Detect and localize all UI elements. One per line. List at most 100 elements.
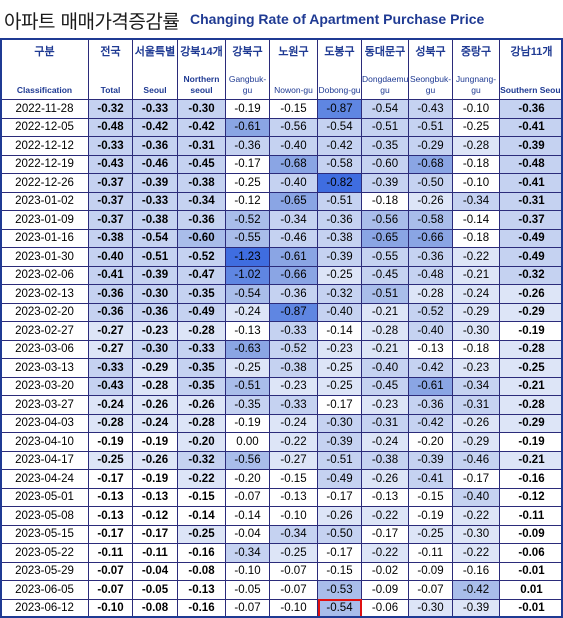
- value-cell: -0.49: [318, 470, 362, 489]
- value-cell: -0.28: [362, 322, 409, 341]
- table-row: 2022-12-05-0.48-0.42-0.42-0.61-0.56-0.54…: [1, 118, 563, 137]
- value-cell: -0.46: [270, 229, 318, 248]
- value-cell: -0.13: [178, 581, 226, 600]
- value-cell: -0.18: [453, 155, 500, 174]
- value-cell: -0.23: [362, 396, 409, 415]
- table-row: 2023-02-27-0.27-0.23-0.28-0.13-0.33-0.14…: [1, 322, 563, 341]
- value-cell: -0.39: [409, 451, 453, 470]
- value-cell: -0.31: [500, 192, 563, 211]
- value-cell: -0.30: [133, 340, 178, 359]
- value-cell: -0.46: [453, 451, 500, 470]
- value-cell: -0.17: [89, 470, 133, 489]
- date-cell: 2023-05-01: [1, 488, 89, 507]
- value-cell: -0.38: [133, 211, 178, 230]
- date-cell: 2023-01-16: [1, 229, 89, 248]
- value-cell: -0.39: [133, 266, 178, 285]
- header-en-label: Total: [89, 85, 132, 99]
- value-cell: -0.26: [362, 470, 409, 489]
- header-en-0: Classification: [1, 63, 89, 100]
- value-cell: -0.40: [318, 303, 362, 322]
- value-cell: -0.33: [89, 137, 133, 156]
- value-cell: -0.46: [133, 155, 178, 174]
- value-cell: -0.07: [270, 562, 318, 581]
- value-cell: -0.40: [270, 137, 318, 156]
- value-cell: -0.30: [133, 285, 178, 304]
- value-cell: -0.19: [89, 433, 133, 452]
- value-cell: -0.08: [178, 562, 226, 581]
- value-cell: -0.36: [178, 211, 226, 230]
- header-ko-2: 서울특별: [133, 39, 178, 64]
- value-cell: -0.02: [362, 562, 409, 581]
- value-cell: -0.28: [500, 340, 563, 359]
- value-cell: -0.54: [133, 229, 178, 248]
- value-cell: -0.28: [89, 414, 133, 433]
- date-cell: 2023-03-13: [1, 359, 89, 378]
- value-cell: -0.41: [500, 118, 563, 137]
- table-row: 2022-12-12-0.33-0.36-0.31-0.36-0.40-0.42…: [1, 137, 563, 156]
- value-cell: -0.61: [226, 118, 270, 137]
- value-cell: -0.17: [226, 155, 270, 174]
- value-cell: -0.37: [89, 211, 133, 230]
- value-cell: -0.33: [133, 100, 178, 119]
- value-cell: -0.49: [500, 248, 563, 267]
- header-en-label: Dobong-gu: [318, 85, 361, 99]
- value-cell: -0.24: [133, 414, 178, 433]
- value-cell: -0.25: [226, 359, 270, 378]
- value-cell: -0.30: [409, 599, 453, 618]
- value-cell: -0.24: [89, 396, 133, 415]
- table-row: 2023-05-22-0.11-0.11-0.16-0.34-0.25-0.17…: [1, 544, 563, 563]
- value-cell: -0.22: [453, 544, 500, 563]
- value-cell: -0.09: [409, 562, 453, 581]
- value-cell: -0.26: [133, 396, 178, 415]
- value-cell: -0.52: [270, 340, 318, 359]
- value-cell: -0.42: [178, 118, 226, 137]
- value-cell: -0.40: [409, 322, 453, 341]
- table-row: 2023-04-03-0.28-0.24-0.28-0.19-0.24-0.30…: [1, 414, 563, 433]
- table-row: 2023-04-24-0.17-0.19-0.22-0.20-0.15-0.49…: [1, 470, 563, 489]
- header-ko-8: 성북구: [409, 39, 453, 64]
- value-cell: -0.55: [362, 248, 409, 267]
- table-row: 2023-01-16-0.38-0.54-0.60-0.55-0.46-0.38…: [1, 229, 563, 248]
- value-cell: -0.28: [178, 414, 226, 433]
- value-cell: -0.32: [89, 100, 133, 119]
- value-cell: -0.25: [318, 359, 362, 378]
- value-cell: -0.36: [226, 137, 270, 156]
- value-cell: -0.30: [453, 525, 500, 544]
- value-cell: -0.16: [453, 562, 500, 581]
- value-cell: -0.32: [500, 266, 563, 285]
- date-cell: 2023-04-10: [1, 433, 89, 452]
- value-cell: -0.65: [362, 229, 409, 248]
- value-cell: -0.23: [318, 340, 362, 359]
- value-cell: -0.10: [453, 174, 500, 193]
- value-cell: -0.28: [409, 285, 453, 304]
- date-cell: 2023-05-08: [1, 507, 89, 526]
- value-cell: -0.13: [89, 488, 133, 507]
- table-body: 2022-11-28-0.32-0.33-0.30-0.19-0.15-0.87…: [1, 100, 563, 618]
- value-cell: -0.15: [409, 488, 453, 507]
- value-cell: -0.20: [226, 470, 270, 489]
- value-cell: -0.51: [362, 118, 409, 137]
- date-cell: 2022-12-05: [1, 118, 89, 137]
- value-cell: 0.00: [226, 433, 270, 452]
- header-en-6: Dobong-gu: [318, 63, 362, 100]
- table-row: 2023-06-12-0.10-0.08-0.16-0.07-0.10-0.54…: [1, 599, 563, 618]
- value-cell: -0.12: [226, 192, 270, 211]
- value-cell: -0.51: [318, 451, 362, 470]
- value-cell: -0.01: [500, 599, 563, 618]
- value-cell: -0.17: [318, 544, 362, 563]
- value-cell: -0.29: [133, 359, 178, 378]
- value-cell: -0.17: [89, 525, 133, 544]
- value-cell: -0.35: [178, 377, 226, 396]
- table-row: 2023-05-08-0.13-0.12-0.14-0.14-0.10-0.26…: [1, 507, 563, 526]
- table-row: 2023-03-20-0.43-0.28-0.35-0.51-0.23-0.25…: [1, 377, 563, 396]
- value-cell: -0.07: [89, 581, 133, 600]
- value-cell: -0.54: [318, 118, 362, 137]
- date-cell: 2023-05-29: [1, 562, 89, 581]
- value-cell: -0.15: [178, 488, 226, 507]
- value-cell: -0.48: [409, 266, 453, 285]
- header-en-label: Seoul: [133, 85, 177, 99]
- date-cell: 2022-12-19: [1, 155, 89, 174]
- value-cell: -0.24: [453, 285, 500, 304]
- value-cell: -0.50: [409, 174, 453, 193]
